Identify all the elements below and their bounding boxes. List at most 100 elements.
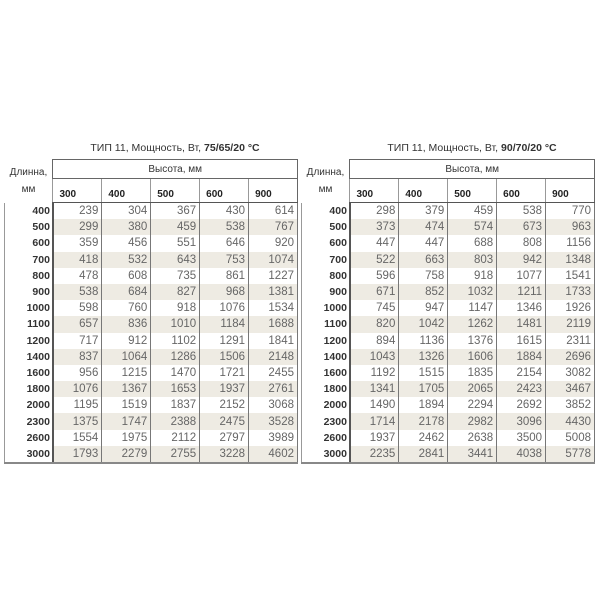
power-cell: 1975 <box>101 429 152 446</box>
height-column-header: 400 <box>101 178 151 203</box>
power-cell: 418 <box>52 251 103 268</box>
power-cell: 918 <box>447 267 498 284</box>
power-cell: 2455 <box>248 364 298 382</box>
power-cell: 1937 <box>199 381 250 398</box>
power-cell: 2112 <box>150 429 201 446</box>
length-cell: 1000 <box>3 300 54 317</box>
power-cell: 1515 <box>398 364 449 382</box>
table-row: 1000 598 760 918 1076 1534 <box>3 300 298 317</box>
power-cell: 614 <box>248 202 298 220</box>
length-cell: 1600 <box>3 364 54 382</box>
power-cell: 2475 <box>199 413 250 430</box>
power-cell: 2692 <box>496 397 547 414</box>
power-cell: 2797 <box>199 429 250 446</box>
length-cell: 2300 <box>300 413 351 430</box>
power-cell: 1346 <box>496 300 547 317</box>
height-column-header: 500 <box>447 178 497 203</box>
table-row: 1800 1076 1367 1653 1937 2761 <box>3 381 298 398</box>
power-cell: 1926 <box>545 300 595 317</box>
length-cell: 1000 <box>300 300 351 317</box>
power-cell: 735 <box>150 267 201 284</box>
power-cell: 968 <box>199 283 250 301</box>
table-row: 700 522 663 803 942 1348 <box>300 251 595 268</box>
power-cell: 1262 <box>447 316 498 333</box>
power-cell: 1147 <box>447 300 498 317</box>
power-cell: 1541 <box>545 267 595 284</box>
power-cell: 2696 <box>545 348 595 365</box>
power-cell: 2148 <box>248 348 298 365</box>
power-cell: 2119 <box>545 316 595 333</box>
power-cell: 1481 <box>496 316 547 333</box>
table-row: 1800 1341 1705 2065 2423 3467 <box>300 381 595 398</box>
power-cell: 1534 <box>248 300 298 317</box>
table-row: 900 538 684 827 968 1381 <box>3 283 298 301</box>
length-cell: 500 <box>300 219 351 236</box>
power-cell: 3852 <box>545 397 595 414</box>
power-cell: 1615 <box>496 332 547 349</box>
length-cell: 600 <box>3 235 54 252</box>
power-cell: 1291 <box>199 332 250 349</box>
table-row: 2600 1554 1975 2112 2797 3989 <box>3 429 298 446</box>
power-cell: 3068 <box>248 397 298 414</box>
power-cell: 1937 <box>349 429 400 446</box>
power-cell: 2841 <box>398 445 449 465</box>
power-cell: 474 <box>398 219 449 236</box>
power-cell: 1215 <box>101 364 152 382</box>
power-cell: 1195 <box>52 397 103 414</box>
power-cell: 3082 <box>545 364 595 382</box>
table-row: 700 418 532 643 753 1074 <box>3 251 298 268</box>
power-cell: 5008 <box>545 429 595 446</box>
power-cell: 3500 <box>496 429 547 446</box>
length-header: Длинна, мм <box>306 167 345 195</box>
table-row: 800 478 608 735 861 1227 <box>3 267 298 284</box>
power-cell: 1519 <box>101 397 152 414</box>
power-cell: 663 <box>398 251 449 268</box>
power-cell: 430 <box>199 202 250 220</box>
length-cell: 2600 <box>3 429 54 446</box>
power-cell: 239 <box>52 202 103 220</box>
power-cell: 820 <box>349 316 400 333</box>
power-cell: 3467 <box>545 381 595 398</box>
power-cell: 299 <box>52 219 103 236</box>
power-cell: 643 <box>150 251 201 268</box>
height-header: Высота, мм <box>349 159 595 179</box>
power-cell: 717 <box>52 332 103 349</box>
power-cell: 963 <box>545 219 595 236</box>
power-cell: 373 <box>349 219 400 236</box>
table-row: 400 239 304 367 430 614 <box>3 202 298 220</box>
power-cell: 2761 <box>248 381 298 398</box>
power-cell: 1705 <box>398 381 449 398</box>
power-cell: 359 <box>52 235 103 252</box>
power-cell: 2235 <box>349 445 400 465</box>
power-cell: 1837 <box>150 397 201 414</box>
length-cell: 2000 <box>3 397 54 414</box>
height-column-header: 400 <box>398 178 448 203</box>
power-cell: 2755 <box>150 445 201 465</box>
table-row: 500 299 380 459 538 767 <box>3 219 298 236</box>
power-cell: 1326 <box>398 348 449 365</box>
power-cell: 1688 <box>248 316 298 333</box>
height-column-header: 600 <box>199 178 249 203</box>
power-cell: 4430 <box>545 413 595 430</box>
power-cell: 2423 <box>496 381 547 398</box>
power-cell: 1227 <box>248 267 298 284</box>
length-cell: 800 <box>300 267 351 284</box>
power-cell: 894 <box>349 332 400 349</box>
power-cell: 808 <box>496 235 547 252</box>
power-cell: 538 <box>496 202 547 220</box>
length-cell: 2600 <box>300 429 351 446</box>
power-cell: 912 <box>101 332 152 349</box>
height-column-header: 600 <box>496 178 546 203</box>
length-cell: 1400 <box>300 348 351 365</box>
length-cell: 1200 <box>300 332 351 349</box>
power-cell: 538 <box>52 283 103 301</box>
power-cell: 671 <box>349 283 400 301</box>
table-title: ТИП 11, Мощность, Вт, 75/65/20 °C <box>90 142 260 154</box>
power-cell: 304 <box>101 202 152 220</box>
power-cell: 2279 <box>101 445 152 465</box>
length-cell: 1600 <box>300 364 351 382</box>
power-cell: 596 <box>349 267 400 284</box>
length-cell: 2300 <box>3 413 54 430</box>
power-cell: 608 <box>101 267 152 284</box>
power-cell: 1043 <box>349 348 400 365</box>
